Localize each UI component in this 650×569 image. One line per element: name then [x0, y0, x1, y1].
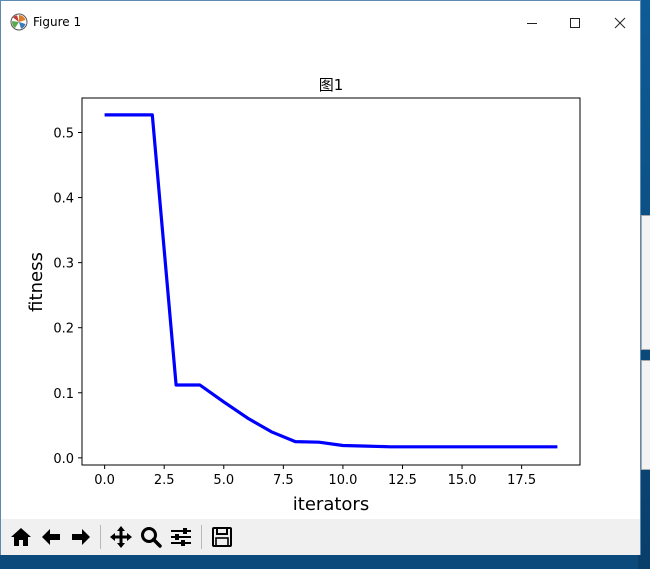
figure-window: Figure 1 0.0 2.5 5.0 7.5 10.0 12.5 15.0 17.5 0.…: [0, 0, 641, 555]
y-tick-label: 0.1: [53, 387, 74, 402]
x-tick-label: 12.5: [388, 473, 417, 488]
toolbar-separator: [100, 525, 101, 549]
floppy-icon: [212, 527, 232, 547]
forward-button[interactable]: [67, 523, 95, 551]
window-title: Figure 1: [33, 15, 82, 29]
x-tick-label: 5.0: [213, 473, 234, 488]
background-window-edge: [641, 215, 650, 350]
axes-frame: [81, 97, 581, 466]
move-icon: [110, 526, 132, 548]
minimize-button[interactable]: [509, 8, 555, 38]
home-button[interactable]: [7, 523, 35, 551]
pan-button[interactable]: [107, 523, 135, 551]
fitness-series-line: [104, 113, 558, 449]
maximize-button[interactable]: [552, 8, 598, 38]
home-icon: [11, 528, 31, 546]
x-tick-label: 17.5: [507, 473, 536, 488]
magnifier-icon: [141, 527, 162, 548]
zoom-button[interactable]: [137, 523, 165, 551]
y-axis-label: fitness: [26, 252, 47, 312]
x-axis-label: iterators: [293, 494, 369, 515]
y-tick-label: 0.4: [53, 192, 74, 207]
x-tick-label: 7.5: [273, 473, 294, 488]
sliders-icon: [171, 528, 191, 546]
x-tick-label: 2.5: [154, 473, 175, 488]
close-button[interactable]: [597, 8, 643, 38]
arrow-left-icon: [42, 529, 60, 545]
minimize-icon: [527, 23, 537, 24]
y-tick-label: 0.0: [53, 452, 74, 467]
x-tick-label: 10.0: [328, 473, 357, 488]
y-tick-label: 0.5: [53, 126, 74, 141]
y-tick-label: 0.2: [53, 322, 74, 337]
back-button[interactable]: [37, 523, 65, 551]
y-tick-label: 0.3: [53, 257, 74, 272]
arrow-right-icon: [72, 529, 90, 545]
background-window-edge: [641, 360, 650, 470]
x-tick-label: 15.0: [448, 473, 477, 488]
title-bar[interactable]: Figure 1: [1, 1, 640, 45]
line-chart: 0.0 2.5 5.0 7.5 10.0 12.5 15.0 17.5 0.0 0.1 0.2 0.…: [26, 76, 581, 515]
plot-canvas[interactable]: 0.0 2.5 5.0 7.5 10.0 12.5 15.0 17.5 0.0 0.1 0.2 0.…: [1, 45, 642, 519]
matplotlib-icon: [10, 13, 28, 31]
chart-title: 图1: [319, 76, 344, 94]
navigation-toolbar: [1, 519, 640, 555]
save-button[interactable]: [208, 523, 236, 551]
x-tick-label: 0.0: [94, 473, 115, 488]
close-icon: [614, 17, 626, 29]
maximize-icon: [570, 18, 580, 28]
configure-subplots-button[interactable]: [167, 523, 195, 551]
toolbar-separator: [201, 525, 202, 549]
